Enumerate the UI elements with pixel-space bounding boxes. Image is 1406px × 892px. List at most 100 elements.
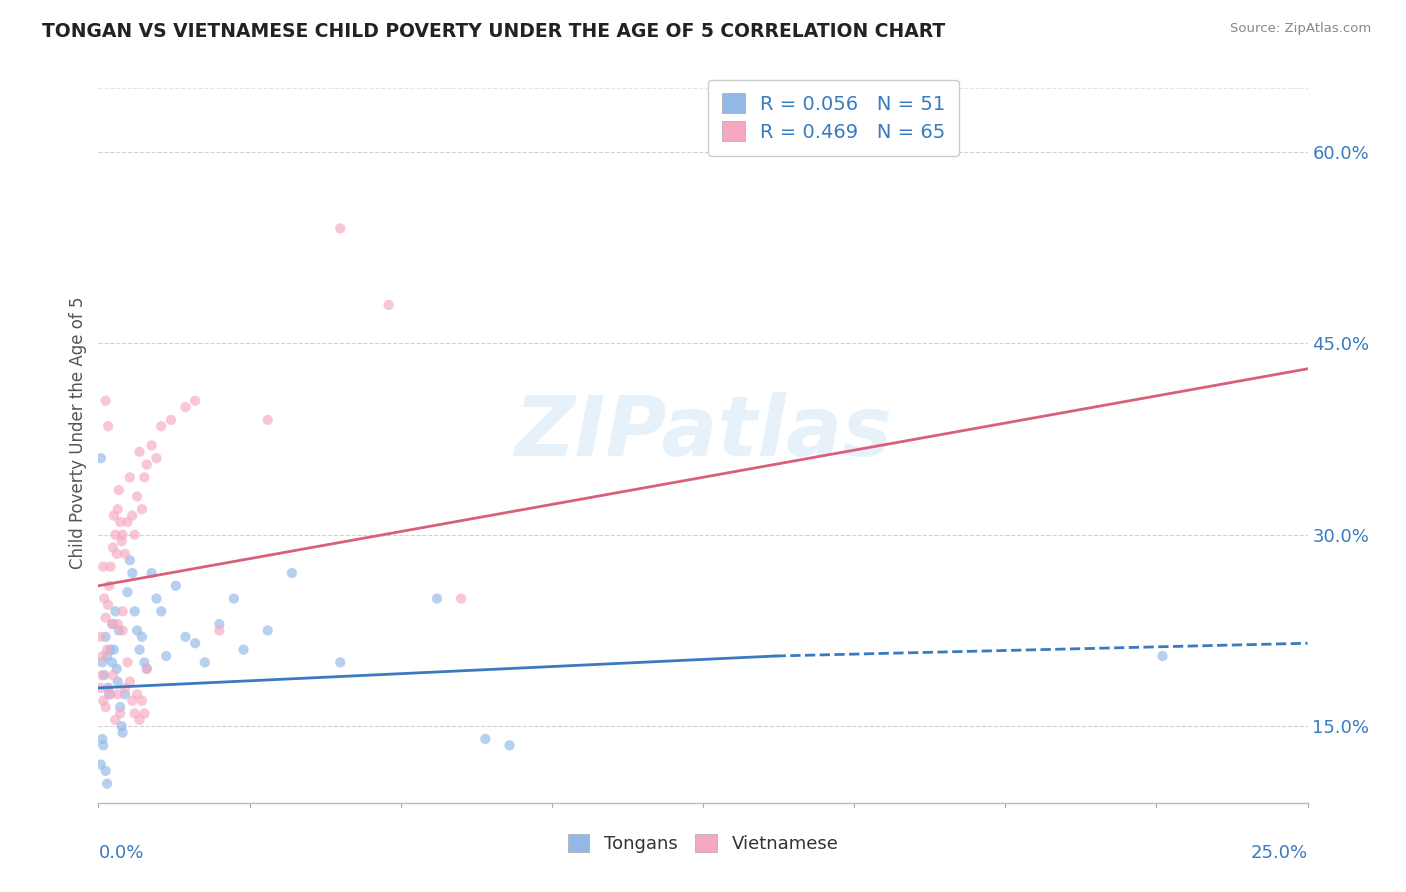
Point [128, 444, 150, 458]
Point [127, 624, 149, 638]
Point [91, 648, 114, 663]
Point [98, 687, 121, 701]
Point [114, 681, 136, 695]
Point [103, 508, 125, 523]
Point [91, 656, 114, 670]
Point [124, 527, 146, 541]
Point [145, 591, 167, 606]
Point [141, 438, 163, 452]
Point [121, 508, 143, 523]
Point [107, 502, 129, 516]
Point [450, 591, 472, 606]
Point [90, 757, 112, 772]
Point [117, 585, 139, 599]
Point [426, 591, 449, 606]
Text: 25.0%: 25.0% [1250, 844, 1308, 862]
Point [103, 642, 125, 657]
Point [97, 681, 120, 695]
Point [114, 687, 136, 701]
Point [96, 648, 118, 663]
Point [94, 393, 117, 408]
Point [131, 694, 153, 708]
Point [94, 611, 117, 625]
Point [118, 470, 141, 484]
Point [97, 598, 120, 612]
Point [184, 636, 207, 650]
Point [377, 298, 399, 312]
Point [165, 579, 187, 593]
Point [329, 656, 352, 670]
Point [101, 617, 124, 632]
Point [97, 681, 120, 695]
Point [131, 502, 153, 516]
Point [141, 566, 163, 580]
Point [111, 719, 134, 733]
Point [111, 527, 134, 541]
Point [111, 604, 134, 618]
Point [222, 591, 245, 606]
Point [104, 604, 127, 618]
Point [105, 547, 128, 561]
Point [117, 656, 139, 670]
Point [100, 642, 122, 657]
Point [145, 451, 167, 466]
Y-axis label: Child Poverty Under the Age of 5: Child Poverty Under the Age of 5 [69, 296, 87, 569]
Text: 0.0%: 0.0% [98, 844, 143, 862]
Point [134, 706, 156, 721]
Point [256, 413, 278, 427]
Point [90, 630, 112, 644]
Point [1152, 648, 1174, 663]
Point [281, 566, 304, 580]
Point [498, 739, 520, 753]
Point [101, 656, 124, 670]
Point [127, 490, 149, 504]
Point [174, 630, 197, 644]
Text: Source: ZipAtlas.com: Source: ZipAtlas.com [1230, 22, 1371, 36]
Point [100, 687, 122, 701]
Point [91, 739, 114, 753]
Point [107, 624, 129, 638]
Point [91, 694, 114, 708]
Point [135, 458, 157, 472]
Point [118, 674, 141, 689]
Point [91, 559, 114, 574]
Point [135, 662, 157, 676]
Point [94, 630, 117, 644]
Point [107, 617, 129, 632]
Point [150, 604, 173, 618]
Point [91, 731, 114, 746]
Point [127, 687, 149, 701]
Point [105, 662, 128, 676]
Point [160, 413, 183, 427]
Point [124, 604, 146, 618]
Point [91, 668, 114, 682]
Text: ZIPatlas: ZIPatlas [515, 392, 891, 473]
Point [101, 668, 124, 682]
Point [107, 483, 129, 497]
Point [101, 541, 124, 555]
Point [104, 527, 127, 541]
Point [474, 731, 496, 746]
Point [121, 694, 143, 708]
Point [329, 221, 352, 235]
Point [150, 419, 173, 434]
Point [96, 777, 118, 791]
Point [107, 674, 129, 689]
Point [135, 662, 157, 676]
Text: TONGAN VS VIETNAMESE CHILD POVERTY UNDER THE AGE OF 5 CORRELATION CHART: TONGAN VS VIETNAMESE CHILD POVERTY UNDER… [42, 22, 945, 41]
Point [117, 515, 139, 529]
Point [93, 591, 115, 606]
Point [256, 624, 278, 638]
Point [134, 656, 156, 670]
Point [104, 713, 127, 727]
Point [184, 393, 207, 408]
Point [155, 648, 177, 663]
Point [97, 419, 120, 434]
Point [111, 624, 134, 638]
Point [90, 451, 112, 466]
Point [108, 700, 131, 714]
Point [121, 566, 143, 580]
Point [98, 579, 121, 593]
Point [118, 553, 141, 567]
Point [208, 624, 231, 638]
